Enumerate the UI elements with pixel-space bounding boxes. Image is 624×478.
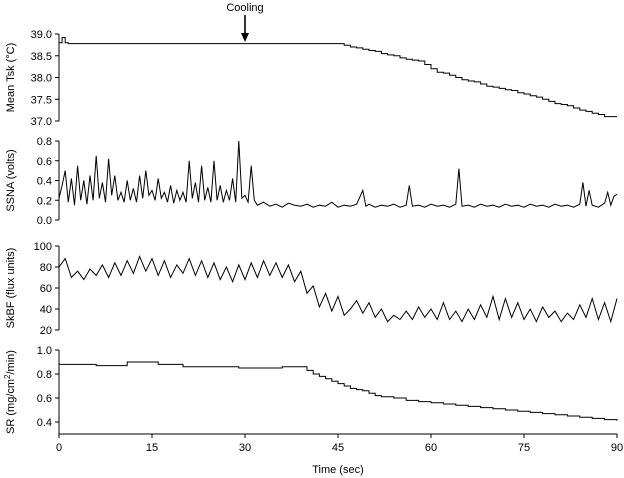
ssna-y-tick-label: 0.0 <box>37 215 52 227</box>
x-tick-label: 15 <box>146 442 158 454</box>
ssna-series-line <box>58 140 618 208</box>
x-tick-label: 60 <box>425 442 437 454</box>
tsk-y-axis-label: Mean Tsk (°C) <box>5 43 17 113</box>
x-axis: 0 15 30 45 60 75 90 <box>56 433 623 454</box>
panel-sr: 0.4 0.6 0.8 1.0 SR (mg/cm2/min) <box>3 345 618 434</box>
skbf-y-tick-label: 20 <box>40 325 52 337</box>
tsk-y-tick-label: 37.0 <box>31 116 52 128</box>
ssna-y-tick-label: 0.6 <box>37 156 52 168</box>
skbf-y-tick-label: 40 <box>40 304 52 316</box>
tsk-y-tick-label: 39.0 <box>31 29 52 41</box>
sr-y-tick-label: 0.6 <box>37 393 52 405</box>
ssna-y-tick-label: 0.4 <box>37 176 52 188</box>
tsk-y-tick-label: 37.5 <box>31 94 52 106</box>
tsk-series-line <box>59 37 617 118</box>
panel-mean-tsk: 37.0 37.5 38.0 38.5 39.0 Mean Tsk (°C) <box>5 29 617 128</box>
skbf-y-tick-label: 80 <box>40 262 52 274</box>
sr-y-tick-label: 0.8 <box>37 369 52 381</box>
x-tick-label: 90 <box>611 442 623 454</box>
sr-series-line <box>59 361 618 421</box>
x-tick-label: 45 <box>332 442 344 454</box>
skbf-y-tick-label: 60 <box>40 283 52 295</box>
cooling-annotation: Cooling <box>226 2 264 42</box>
sr-y-tick-label: 1.0 <box>37 345 52 357</box>
cooling-annotation-label: Cooling <box>226 2 263 14</box>
skbf-y-axis-label: SkBF (flux units) <box>5 248 17 329</box>
tsk-y-tick-label: 38.5 <box>31 51 52 63</box>
ssna-y-tick-label: 0.8 <box>37 136 52 148</box>
ssna-y-tick-label: 0.2 <box>37 195 52 207</box>
x-tick-label: 30 <box>239 442 251 454</box>
skbf-series-line <box>58 255 618 324</box>
ssna-y-axis-label: SSNA (volts) <box>5 149 17 211</box>
sr-y-axis-label: SR (mg/cm2/min) <box>3 350 17 434</box>
skbf-y-tick-label: 100 <box>34 241 52 253</box>
tsk-y-tick-label: 38.0 <box>31 73 52 85</box>
x-tick-label: 0 <box>56 442 62 454</box>
cooling-arrow-head <box>241 33 249 42</box>
x-tick-label: 75 <box>518 442 530 454</box>
panel-skbf: 20 40 60 80 100 SkBF (flux units) <box>5 241 618 337</box>
sr-y-tick-label: 0.4 <box>37 417 52 429</box>
panel-ssna: 0.0 0.2 0.4 0.6 0.8 SSNA (volts) <box>5 136 618 227</box>
x-axis-label: Time (sec) <box>312 464 364 476</box>
